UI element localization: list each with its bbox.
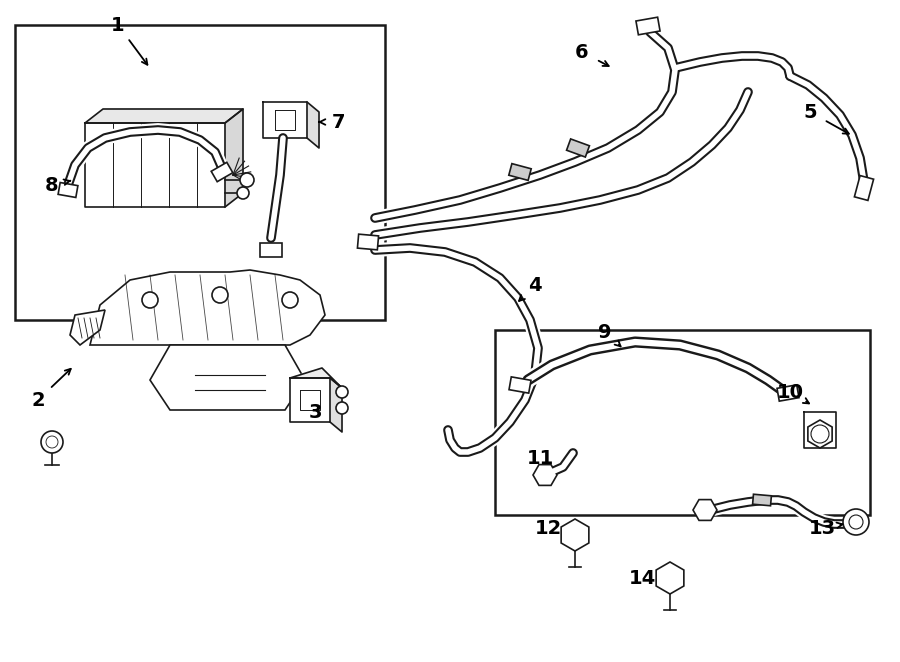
Circle shape: [142, 292, 158, 308]
Bar: [58, 183, 78, 197]
Polygon shape: [85, 123, 225, 207]
Circle shape: [46, 436, 58, 448]
Circle shape: [849, 515, 863, 529]
Bar: [508, 164, 531, 180]
Text: 9: 9: [598, 322, 612, 342]
Polygon shape: [533, 465, 557, 485]
Bar: [752, 495, 771, 506]
Bar: [495, 330, 870, 515]
Circle shape: [240, 173, 254, 187]
Polygon shape: [804, 412, 836, 448]
Polygon shape: [808, 420, 833, 448]
Polygon shape: [290, 368, 342, 388]
Polygon shape: [150, 345, 305, 410]
Text: 10: 10: [777, 383, 804, 401]
Polygon shape: [263, 102, 307, 138]
Bar: [212, 162, 233, 181]
Text: 5: 5: [803, 103, 817, 122]
Circle shape: [282, 292, 298, 308]
Bar: [357, 234, 379, 250]
Bar: [260, 243, 282, 257]
Polygon shape: [290, 378, 330, 422]
Text: 8: 8: [45, 175, 58, 195]
Circle shape: [237, 187, 249, 199]
Circle shape: [811, 425, 829, 443]
Polygon shape: [330, 378, 342, 432]
Circle shape: [212, 287, 228, 303]
Polygon shape: [656, 562, 684, 594]
Polygon shape: [307, 102, 319, 148]
Text: 11: 11: [526, 448, 554, 467]
Polygon shape: [90, 270, 325, 345]
Text: 12: 12: [535, 518, 562, 538]
Bar: [567, 139, 590, 157]
Circle shape: [843, 509, 869, 535]
Circle shape: [336, 402, 348, 414]
Polygon shape: [70, 310, 105, 345]
Text: 4: 4: [528, 275, 542, 295]
Polygon shape: [693, 500, 717, 520]
Polygon shape: [225, 109, 243, 207]
Text: 3: 3: [309, 402, 322, 422]
Text: 6: 6: [575, 42, 589, 62]
Polygon shape: [85, 109, 243, 123]
Bar: [509, 377, 531, 393]
Text: 2: 2: [32, 391, 45, 410]
Circle shape: [41, 431, 63, 453]
Bar: [854, 175, 874, 201]
Circle shape: [336, 386, 348, 398]
Bar: [777, 385, 799, 401]
Text: 13: 13: [808, 518, 835, 538]
Text: 7: 7: [331, 113, 345, 132]
Polygon shape: [561, 519, 589, 551]
Bar: [15, 25, 385, 320]
Bar: [636, 17, 660, 35]
Text: 1: 1: [112, 15, 125, 34]
Text: 14: 14: [628, 569, 655, 587]
